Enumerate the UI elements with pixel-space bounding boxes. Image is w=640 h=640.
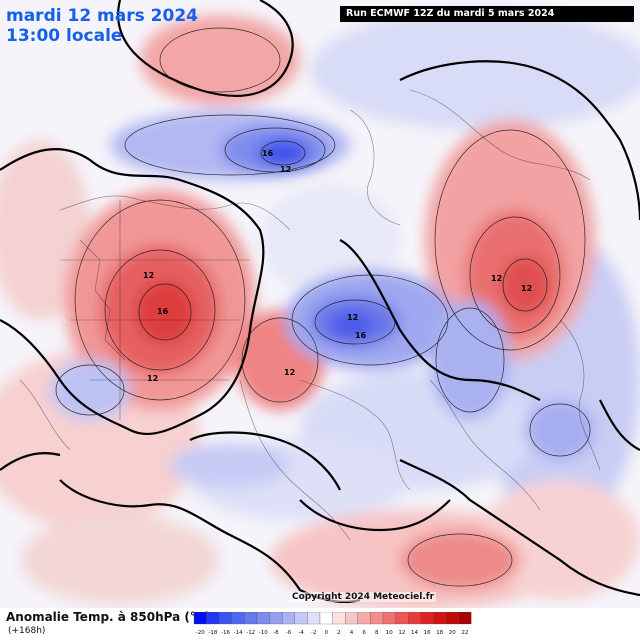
legend-colorbar: -20 -18 -16 -14 -12 -10 -8 -6 -4 -2 0 2 4 6 8 10 12 14 16 1… [193, 612, 472, 636]
legend-swatch [332, 612, 346, 625]
map-label: 16 [355, 331, 367, 340]
coastlines [19, 89, 601, 541]
legend-swatch [206, 612, 220, 625]
model-run-bar: Run ECMWF 12Z du mardi 5 mars 2024 [340, 6, 634, 22]
legend-tick-label: -8 [273, 630, 279, 636]
legend-swatch [433, 612, 447, 625]
legend-tick-label: 0 [325, 630, 329, 636]
legend-swatch [382, 612, 396, 625]
legend-swatch [231, 612, 245, 625]
legend-swatch [269, 612, 283, 625]
legend-tick-label: -10 [259, 630, 268, 636]
legend-swatch [244, 612, 258, 625]
map-label: 12 [521, 284, 532, 293]
legend-swatch [445, 612, 459, 625]
legend-tick-label: 22 [461, 630, 468, 636]
legend-tick-label: -16 [221, 630, 230, 636]
legend-tick-label: -18 [208, 630, 217, 636]
legend-swatch [193, 612, 207, 625]
legend-swatch [458, 612, 472, 625]
legend-tick-label: 14 [411, 630, 418, 636]
map-label: 16 [157, 307, 169, 316]
map-label: 16 [262, 149, 274, 158]
legend-swatch [307, 612, 321, 625]
color-legend: Anomalie Temp. à 850hPa (°C) (+168h) -20… [0, 608, 640, 640]
legend-swatch [219, 612, 232, 625]
contour-labels: 16 12 12 16 12 12 16 12 12 12 [143, 149, 532, 383]
legend-tick-label: -6 [286, 630, 292, 636]
legend-swatch [395, 612, 409, 625]
legend-tick-label: 6 [362, 630, 366, 636]
legend-tick-label: 12 [398, 630, 405, 636]
legend-swatch [357, 612, 371, 625]
legend-tick-label: 16 [424, 630, 431, 636]
legend-tick-label: 4 [350, 630, 354, 636]
copyright: Copyright 2024 Meteociel.fr [290, 592, 437, 602]
map-label: 12 [347, 313, 358, 322]
legend-tick-label: -2 [311, 630, 316, 636]
legend-swatch [420, 612, 434, 625]
temperature-anomaly-map: 16 12 12 16 12 12 16 12 12 12 [0, 0, 640, 610]
legend-tick-label: -4 [298, 630, 304, 636]
forecast-local-time: 13:00 locale [6, 26, 123, 46]
legend-swatch [256, 612, 270, 625]
anomaly-isolines [55, 27, 591, 587]
legend-tick-label: -12 [246, 630, 255, 636]
anomaly-field [0, 10, 640, 610]
map-label: 12 [147, 374, 158, 383]
legend-tick-label: -14 [234, 630, 243, 636]
map-label: 12 [143, 271, 154, 280]
forecast-date: mardi 12 mars 2024 [6, 6, 198, 26]
legend-swatch [408, 612, 421, 625]
legend-tick-label: -20 [196, 630, 205, 636]
legend-tick-label: 18 [436, 630, 443, 636]
legend-swatch [282, 612, 295, 625]
legend-title: Anomalie Temp. à 850hPa (°C) [6, 610, 211, 624]
legend-swatch [319, 612, 333, 625]
map-label: 12 [280, 165, 291, 174]
legend-swatch [370, 612, 384, 625]
legend-swatch [345, 612, 358, 625]
legend-tick-label: 8 [375, 630, 379, 636]
legend-tick-label: 10 [386, 630, 393, 636]
map-label: 12 [491, 274, 502, 283]
legend-swatch [294, 612, 308, 625]
legend-tick-label: 20 [449, 630, 456, 636]
map-label: 12 [284, 368, 295, 377]
legend-subtitle: (+168h) [8, 626, 46, 636]
legend-tick-label: 2 [337, 630, 341, 636]
